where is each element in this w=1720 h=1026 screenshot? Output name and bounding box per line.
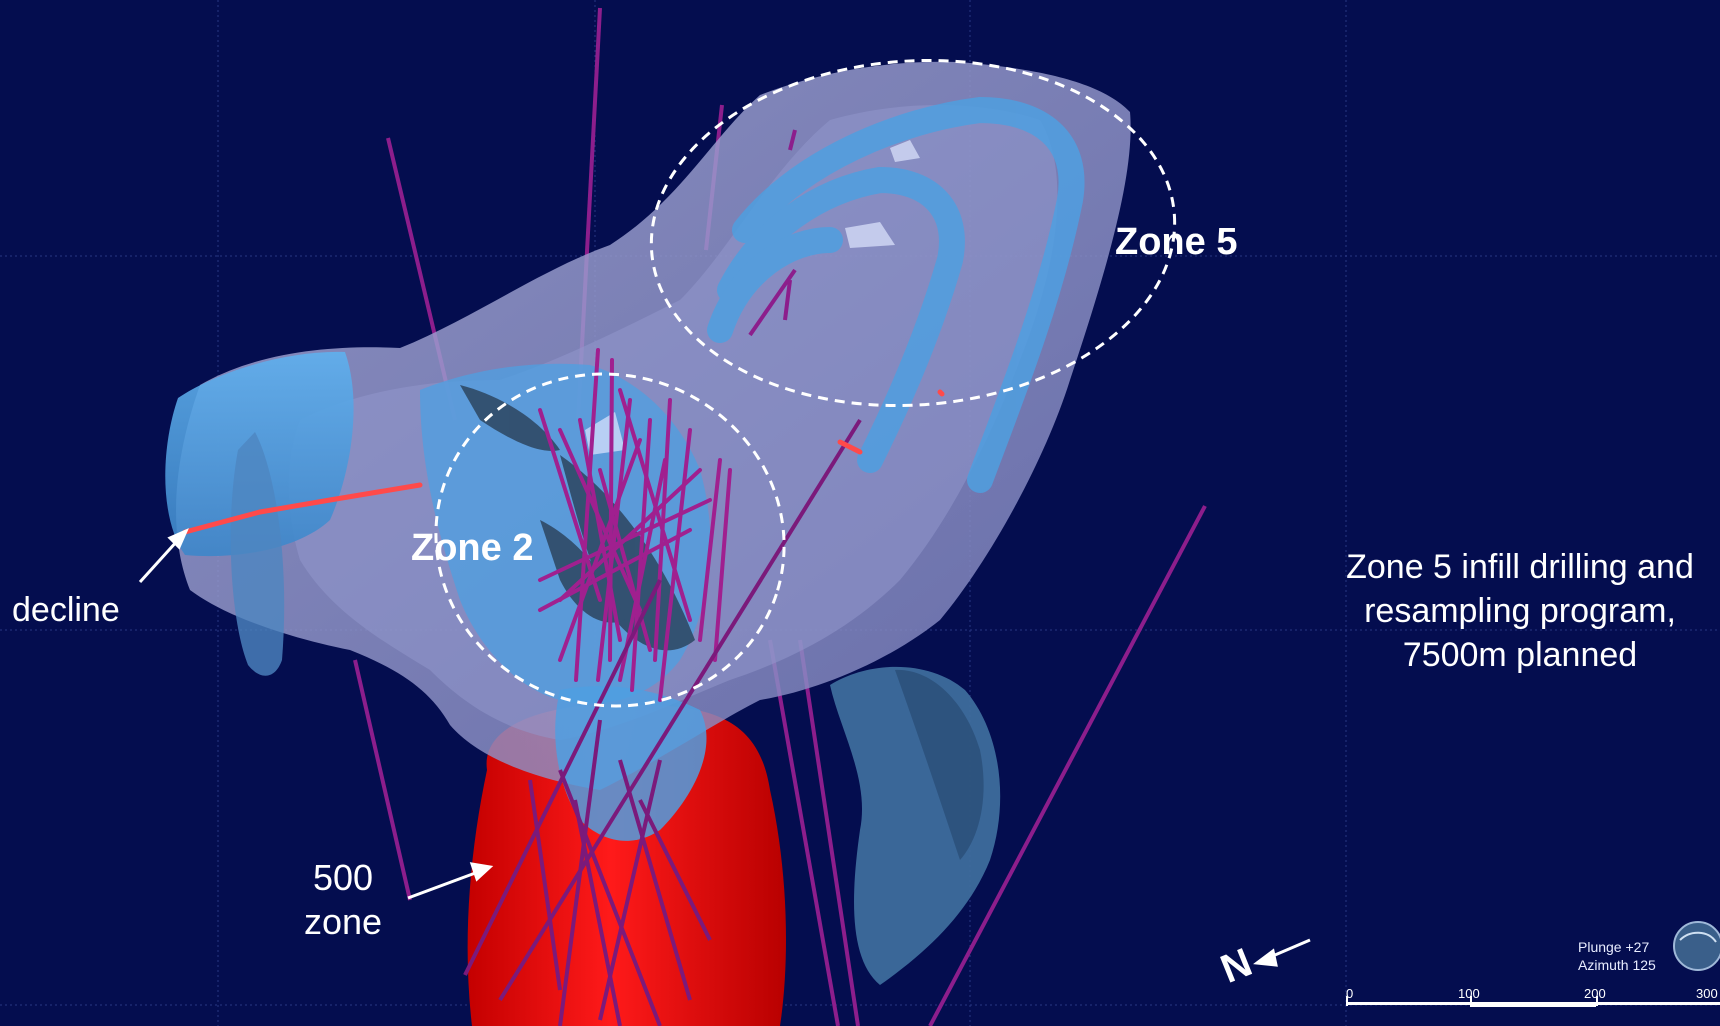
scale-tick-0: 0 xyxy=(1346,986,1354,1001)
zone-500-arrow xyxy=(407,862,494,900)
shell-highlights xyxy=(585,140,920,455)
drillholes-zone2-cluster xyxy=(538,348,732,702)
decline-arrow xyxy=(138,528,189,584)
decline-tunnel xyxy=(182,389,945,535)
scale-bar xyxy=(1346,996,1720,1007)
north-arrow-icon xyxy=(1253,938,1311,967)
zone-500-body xyxy=(467,704,786,1026)
zone-500-label-line1: 500 xyxy=(313,857,374,898)
zone-5-outline xyxy=(649,58,1177,408)
zone-2-outline xyxy=(434,372,786,708)
program-note-line3: 7500m planned xyxy=(1402,636,1638,674)
program-note-line2: resampling program, xyxy=(1364,592,1676,630)
scale-tick-100: 100 xyxy=(1458,986,1480,1001)
scale-tick-200: 200 xyxy=(1584,986,1606,1001)
zone-2-label: Zone 2 xyxy=(411,527,534,569)
scale-tick-300: 300 xyxy=(1696,986,1718,1001)
view-azimuth: Azimuth 125 xyxy=(1578,957,1656,973)
zone-500-label-line2: zone xyxy=(304,901,383,942)
drillholes-zone5 xyxy=(748,129,797,337)
decline-label: decline xyxy=(12,591,120,629)
zone-5-label: Zone 5 xyxy=(1115,221,1238,263)
orientation-globe-icon xyxy=(1673,921,1720,971)
program-note: Zone 5 infill drilling and resampling pr… xyxy=(1320,545,1720,677)
orebody-zone5-bands xyxy=(707,96,1085,493)
drillholes-long xyxy=(463,418,862,1026)
program-note-line1: Zone 5 infill drilling and xyxy=(1346,548,1694,586)
lens-left xyxy=(230,432,285,676)
view-plunge: Plunge +27 xyxy=(1578,939,1650,955)
lens-lower-right-shade xyxy=(895,669,984,860)
